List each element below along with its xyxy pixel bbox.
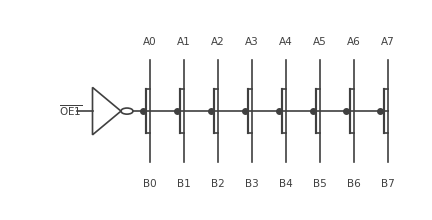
Text: B4: B4 [279, 179, 293, 189]
Text: B2: B2 [211, 179, 225, 189]
Text: A4: A4 [279, 37, 293, 47]
Text: A5: A5 [313, 37, 327, 47]
Text: B6: B6 [347, 179, 361, 189]
Text: B5: B5 [313, 179, 327, 189]
Text: A7: A7 [381, 37, 395, 47]
Text: B0: B0 [143, 179, 157, 189]
Text: A2: A2 [211, 37, 225, 47]
Text: B3: B3 [245, 179, 259, 189]
Text: A0: A0 [143, 37, 157, 47]
Text: B7: B7 [381, 179, 395, 189]
Text: $\overline{\mathregular{OE1}}$: $\overline{\mathregular{OE1}}$ [59, 104, 83, 118]
Text: A1: A1 [177, 37, 191, 47]
Text: A6: A6 [347, 37, 361, 47]
Text: B1: B1 [177, 179, 191, 189]
Text: A3: A3 [245, 37, 259, 47]
